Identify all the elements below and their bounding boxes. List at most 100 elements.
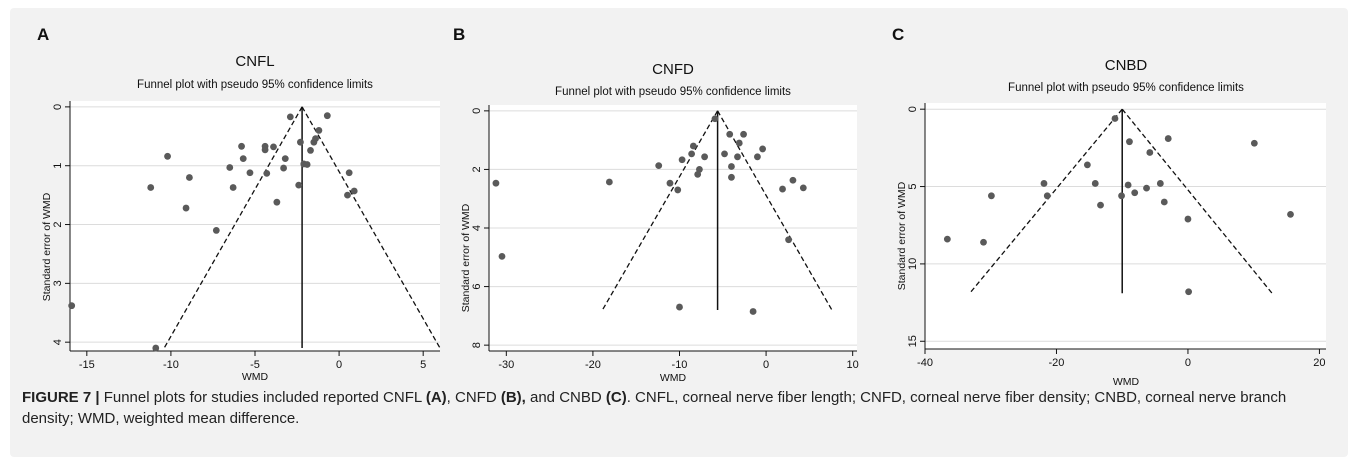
confidence-limit-left xyxy=(163,106,303,349)
data-point xyxy=(674,186,682,194)
data-point xyxy=(263,169,271,177)
data-point xyxy=(734,153,741,161)
data-point xyxy=(689,142,697,150)
y-tick-label: 4 xyxy=(52,339,64,345)
data-point xyxy=(492,179,500,187)
y-tick-label: 5 xyxy=(907,183,919,189)
caption-run: (B), xyxy=(500,389,526,406)
confidence-limit-right xyxy=(301,106,441,349)
x-tick-label: -20 xyxy=(585,359,601,371)
data-point xyxy=(186,174,193,181)
data-point xyxy=(239,155,247,163)
data-point xyxy=(147,184,155,191)
plot-subtitle-c: Funnel plot with pseudo 95% confidence l… xyxy=(1008,82,1244,94)
data-point xyxy=(261,142,269,150)
x-tick-label: 0 xyxy=(336,359,342,371)
data-point xyxy=(759,145,767,153)
data-point xyxy=(1184,215,1192,223)
y-tick-label: 2 xyxy=(471,166,483,172)
data-point xyxy=(721,150,728,158)
plot-title-b: CNFD xyxy=(652,61,694,78)
x-tick-label: 0 xyxy=(763,359,769,371)
y-tick-label: 2 xyxy=(52,221,64,227)
data-point xyxy=(735,139,743,147)
data-point xyxy=(728,163,735,170)
data-point xyxy=(246,169,254,177)
x-tick-label: 5 xyxy=(420,359,426,371)
data-point xyxy=(696,166,703,173)
plot-subtitle-b: Funnel plot with pseudo 95% confidence l… xyxy=(555,86,791,98)
y-tick-label: 6 xyxy=(471,284,483,290)
caption-run: , CNFD xyxy=(446,389,501,406)
data-point xyxy=(987,192,995,200)
panel-label-a: A xyxy=(37,25,49,44)
confidence-limit-right xyxy=(717,110,833,311)
data-point xyxy=(980,238,987,246)
data-point xyxy=(1040,180,1048,187)
data-point xyxy=(68,302,76,310)
x-tick-label: -15 xyxy=(79,359,95,371)
data-point xyxy=(676,303,683,311)
data-point xyxy=(238,142,245,150)
y-tick-label: 10 xyxy=(907,258,919,270)
data-point xyxy=(281,155,289,163)
y-tick-label: 15 xyxy=(907,335,919,347)
data-point xyxy=(350,187,358,195)
data-point xyxy=(1250,139,1258,147)
data-point xyxy=(1118,192,1125,200)
data-point xyxy=(688,150,696,158)
plot-area-a: 0 1 2 3 4 -15 -10 -5 0 5 xyxy=(52,101,441,371)
caption-run: and CNBD xyxy=(525,389,606,406)
data-point xyxy=(1287,210,1294,218)
confidence-limit-left xyxy=(601,110,719,311)
data-point xyxy=(295,181,303,189)
plot-area-b: 0 2 4 6 8 -30 -20 -10 0 10 xyxy=(471,105,859,371)
caption-run: Funnel plots for studies included report… xyxy=(99,389,426,406)
data-point xyxy=(315,127,323,134)
y-tick-label: 0 xyxy=(907,106,919,112)
caption-run: . CNFL, corneal nerve fiber length; CNFD… xyxy=(22,389,1287,427)
data-point xyxy=(1160,198,1168,206)
data-point xyxy=(779,185,786,193)
y-tick-label: 4 xyxy=(471,225,483,231)
data-point xyxy=(666,179,674,187)
plot-background xyxy=(925,103,1326,349)
data-point xyxy=(498,253,506,260)
x-tick-label: 20 xyxy=(1313,357,1325,369)
y-tick-label: 8 xyxy=(471,342,483,348)
data-point xyxy=(678,156,686,164)
data-point xyxy=(297,138,304,146)
data-point xyxy=(1097,201,1104,209)
x-tick-label: -5 xyxy=(250,359,260,371)
data-point xyxy=(1091,180,1099,187)
data-point xyxy=(182,204,190,212)
data-point xyxy=(164,152,171,160)
data-point xyxy=(799,184,807,192)
caption-label: FIGURE 7 | xyxy=(22,389,100,406)
y-tick-label: 3 xyxy=(52,280,64,286)
plot-background xyxy=(70,101,440,351)
data-point xyxy=(286,113,294,121)
x-axis-label-a: WMD xyxy=(242,371,269,383)
x-tick-label: -30 xyxy=(498,359,514,371)
data-point xyxy=(280,164,287,172)
panel-label-c: C xyxy=(892,25,904,44)
plot-subtitle-a: Funnel plot with pseudo 95% confidence l… xyxy=(137,79,373,91)
data-point xyxy=(323,112,331,120)
x-axis-label-c: WMD xyxy=(1113,376,1140,388)
data-point xyxy=(1124,181,1132,189)
data-point xyxy=(655,162,663,170)
plot-title-a: CNFL xyxy=(235,53,274,70)
panel-label-b: B xyxy=(453,25,465,44)
y-axis-label-c: Standard error of WMD xyxy=(896,181,908,290)
data-point xyxy=(785,236,792,244)
x-tick-label: -10 xyxy=(163,359,179,371)
x-axis-label-b: WMD xyxy=(660,372,687,384)
x-tick-label: -10 xyxy=(672,359,688,371)
y-tick-label: 0 xyxy=(471,108,483,114)
y-axis-label-b: Standard error of WMD xyxy=(460,203,472,312)
data-point xyxy=(307,147,314,154)
data-point xyxy=(1131,189,1139,197)
data-point xyxy=(152,344,160,352)
data-point xyxy=(1156,180,1164,187)
